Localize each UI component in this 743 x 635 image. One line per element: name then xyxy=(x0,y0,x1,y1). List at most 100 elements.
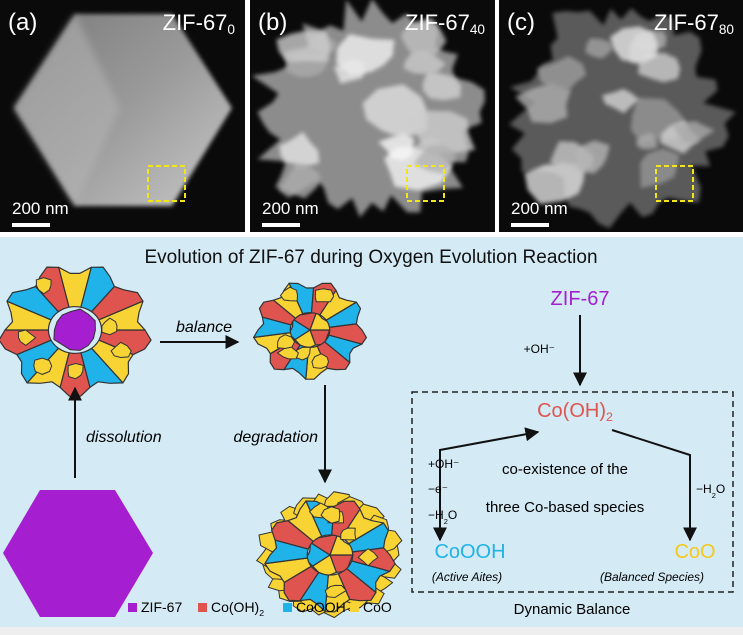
text-part: CoOOH xyxy=(296,599,346,615)
legend-label: CoO xyxy=(363,599,392,615)
caption: (Active Aites) xyxy=(432,570,502,584)
bright-fragment xyxy=(279,131,320,168)
coo-grain xyxy=(276,334,296,350)
text-part: ZIF-67 xyxy=(405,10,470,35)
text-part: three Co-based species xyxy=(486,499,644,516)
bright-fragment xyxy=(403,50,446,74)
bright-fragment xyxy=(602,88,640,114)
text-part: ZIF-67 xyxy=(551,288,610,310)
highlight-box xyxy=(147,165,186,202)
panel-label: (b) xyxy=(258,9,287,36)
legend-swatch xyxy=(128,603,137,612)
bright-fragment xyxy=(524,162,586,205)
text-part: Co(OH) xyxy=(537,400,606,422)
note: three Co-based species xyxy=(486,499,644,516)
panel-title: ZIF-670 xyxy=(163,10,236,37)
coo-grain xyxy=(320,506,341,524)
bright-fragment xyxy=(636,132,658,150)
coo-grain xyxy=(67,362,84,380)
condition: +OH⁻ xyxy=(428,457,459,471)
legend-swatch xyxy=(198,603,207,612)
legend-swatch xyxy=(350,603,359,612)
panel-title: ZIF-6780 xyxy=(654,10,734,37)
text-part: (Balanced Species) xyxy=(600,570,704,584)
bright-fragment xyxy=(400,20,447,60)
particle-mosaic xyxy=(253,282,367,380)
condition: −H2O xyxy=(428,508,457,526)
highlight-box xyxy=(406,165,445,202)
subscript: 0 xyxy=(227,22,235,37)
legend-label: CoOOH xyxy=(296,599,346,615)
coo-grain xyxy=(101,317,118,336)
particle-image xyxy=(508,8,736,229)
bright-fragment xyxy=(275,163,322,199)
text-part: −e⁻ xyxy=(428,482,448,496)
text-part: CoO xyxy=(363,599,392,615)
zif-core xyxy=(53,308,96,351)
text-part: Co(OH) xyxy=(211,599,259,615)
text-part: (c) xyxy=(507,9,535,36)
text-part: +OH⁻ xyxy=(524,342,555,356)
text-part: co-existence of the xyxy=(502,461,628,478)
text-part: ZIF-67 xyxy=(654,10,719,35)
coo-grain xyxy=(276,344,299,360)
caption: (Balanced Species) xyxy=(600,570,704,584)
particle-image xyxy=(14,14,232,206)
text-part: −H xyxy=(696,482,712,496)
panel-title: ZIF-6740 xyxy=(405,10,485,37)
bright-fragment xyxy=(422,70,462,101)
particle-image xyxy=(251,0,485,218)
arrow xyxy=(611,429,697,542)
bright-fragment xyxy=(276,30,331,63)
bright-fragment xyxy=(610,26,658,63)
box-label: Dynamic Balance xyxy=(514,601,631,618)
legend-label: ZIF-67 xyxy=(141,599,182,615)
step-label: balance xyxy=(176,319,232,336)
text-part: −H xyxy=(428,508,444,522)
highlight-box xyxy=(655,165,694,202)
condition: −e⁻ xyxy=(428,482,448,496)
panel-label: (a) xyxy=(8,9,37,36)
subscript: 2 xyxy=(444,517,448,526)
subscript: 40 xyxy=(470,22,486,37)
bright-fragment xyxy=(362,84,428,139)
text-part: degradation xyxy=(233,429,318,446)
arrow xyxy=(433,427,540,542)
species: CoO xyxy=(674,541,715,563)
bright-fragment xyxy=(515,83,571,124)
text-part: (b) xyxy=(258,9,287,36)
subscript: 80 xyxy=(719,22,735,37)
bright-fragment xyxy=(334,59,365,84)
scale-label: 200 nm xyxy=(511,199,568,218)
text-part: Evolution of ZIF-67 during Oxygen Evolut… xyxy=(144,247,597,268)
text-part: CoOOH xyxy=(434,541,505,563)
bright-fragment xyxy=(638,52,681,83)
particle-mosaic xyxy=(255,491,403,619)
coo-grain xyxy=(357,548,379,567)
scale-label: 200 nm xyxy=(262,199,319,218)
text-part: 200 nm xyxy=(12,199,69,218)
text-part: ZIF-67 xyxy=(141,599,182,615)
particle-mosaic xyxy=(0,266,152,397)
subscript: 2 xyxy=(712,491,716,500)
text-part: ZIF-67 xyxy=(163,10,228,35)
species: CoOOH xyxy=(434,541,505,563)
coo-grain xyxy=(314,288,335,303)
bright-fragment xyxy=(673,121,715,144)
coo-grain xyxy=(17,329,37,347)
coo-grain xyxy=(110,341,132,359)
text-part: O xyxy=(448,508,457,522)
text-part: O xyxy=(716,482,725,496)
note: co-existence of the xyxy=(502,461,628,478)
balance-box xyxy=(411,391,734,593)
species: Co(OH)2 xyxy=(537,400,613,424)
coo-grain xyxy=(279,286,299,302)
panel-label: (c) xyxy=(507,9,535,36)
scheme-title: Evolution of ZIF-67 during Oxygen Evolut… xyxy=(144,247,597,268)
scale-label: 200 nm xyxy=(12,199,69,218)
species: ZIF-67 xyxy=(551,288,610,310)
bright-fragment xyxy=(378,132,415,161)
